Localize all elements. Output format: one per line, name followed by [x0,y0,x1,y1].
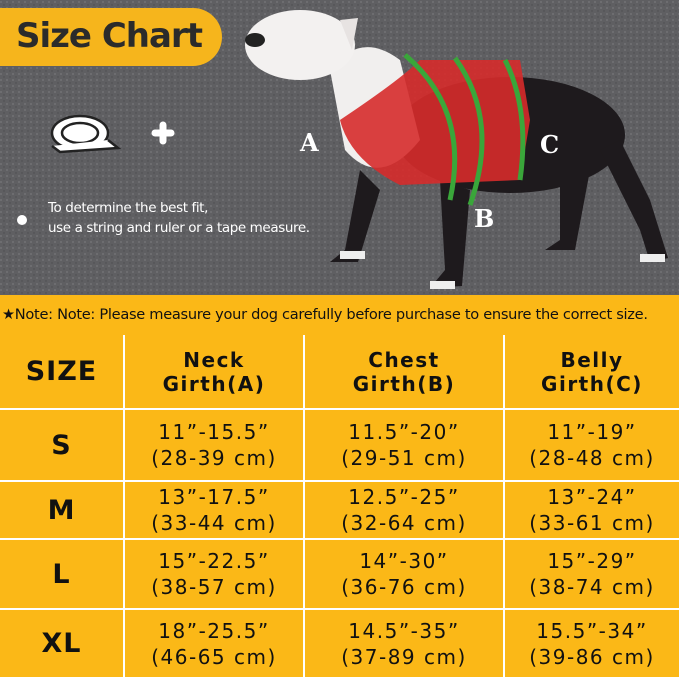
cell-text: S [51,429,72,461]
label-a: A [300,128,319,157]
table-cell: 15”-22.5” (38-57 cm) [125,540,305,610]
dog-photo [0,0,679,295]
table-cell: Belly Girth(C) [505,335,679,410]
cell-text: (36-76 cm) [341,575,467,599]
table-cell: Chest Girth(B) [305,335,505,410]
table-cell: 11.5”-20” (29-51 cm) [305,410,505,482]
table-cell: 15”-29” (38-74 cm) [505,540,679,610]
table-cell: L [0,540,125,610]
cell-text: 11”-19” [547,420,637,444]
tip-line: To determine the best fit, [48,200,208,216]
cell-text: 13”-24” [547,485,637,509]
table-cell: 13”-17.5” (33-44 cm) [125,482,305,540]
cell-text: (46-65 cm) [151,644,277,669]
table-cell: 13”-24” (33-61 cm) [505,482,679,540]
cell-text: SIZE [25,355,98,387]
tip-line: use a string and ruler or a tape measure… [48,220,310,236]
cell-text: 12.5”-25” [348,485,460,509]
cell-text: Girth(B) [352,371,456,396]
cell-text: 14.5”-35” [348,618,460,643]
size-table: SIZE Neck Girth(A) Chest Girth(B) Belly Girth(… [0,335,679,679]
cell-text: 14”-30” [359,549,449,573]
cell-text: 15.5”-34” [536,618,648,643]
plus-icon [151,121,175,145]
cell-text: 15”-22.5” [158,549,270,573]
cell-text: 15”-29” [547,549,637,573]
dog [245,10,668,289]
cell-text: M [47,494,76,526]
cell-text: Girth(C) [541,371,643,396]
cell-text: 11.5”-20” [348,420,460,444]
label-c: C [540,130,560,159]
cell-text: (33-44 cm) [151,511,277,535]
cell-text: Neck [183,347,245,372]
title-badge [0,8,222,66]
bullet [17,215,27,225]
cell-text: (28-39 cm) [151,446,277,470]
cell-text: Girth(A) [162,371,266,396]
table-cell: M [0,482,125,540]
cell-text: L [52,558,71,590]
cell-text: Chest [368,347,440,372]
table-cell: S [0,410,125,482]
cell-text: XL [41,628,82,659]
table-cell: 11”-19” (28-48 cm) [505,410,679,482]
table-cell: 14”-30” (36-76 cm) [305,540,505,610]
cell-text: (28-48 cm) [529,446,655,470]
tape-icon [50,114,122,154]
cell-text: 11”-15.5” [158,420,270,444]
table-cell: 14.5”-35” (37-89 cm) [305,610,505,679]
cell-text: (33-61 cm) [529,511,655,535]
table-cell: 15.5”-34” (39-86 cm) [505,610,679,679]
cell-text: (29-51 cm) [341,446,467,470]
table-cell: Neck Girth(A) [125,335,305,410]
title: Size Chart [16,16,203,56]
cell-text: (39-86 cm) [529,644,655,669]
cell-text: (38-57 cm) [151,575,277,599]
note: ★Note: Note: Please measure your dog car… [2,306,648,323]
cell-text: 13”-17.5” [158,485,270,509]
table-cell: 11”-15.5” (28-39 cm) [125,410,305,482]
cell-text: (37-89 cm) [341,644,467,669]
table-cell: 18”-25.5” (46-65 cm) [125,610,305,679]
table-cell: XL [0,610,125,679]
table-cell: SIZE [0,335,125,410]
cell-text: (32-64 cm) [341,511,467,535]
label-b: B [474,204,495,233]
cell-text: (38-74 cm) [529,575,655,599]
cell-text: Belly [560,347,624,372]
table-cell: 12.5”-25” (32-64 cm) [305,482,505,540]
cell-text: 18”-25.5” [158,618,270,643]
